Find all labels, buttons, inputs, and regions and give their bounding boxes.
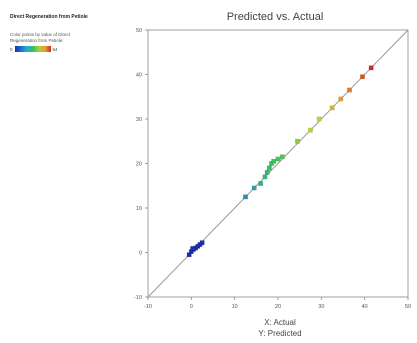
data-point (279, 154, 285, 160)
data-point (199, 240, 205, 246)
legend-caption: Color points by value of Direct Regenera… (10, 32, 71, 43)
data-point (347, 87, 352, 93)
data-point (264, 170, 270, 175)
data-point (360, 74, 365, 80)
legend-max-label: 64 (52, 46, 58, 52)
x-tick-label: 30 (318, 304, 324, 310)
data-point (243, 194, 248, 200)
data-point (266, 165, 272, 171)
x-tick-label: 0 (190, 304, 193, 310)
data-point (308, 127, 313, 133)
data-point (316, 116, 322, 122)
data-point (275, 156, 281, 162)
y-tick-label: 50 (136, 28, 142, 34)
x-tick-label: 10 (232, 304, 238, 310)
legend-bar-row: 0 64 (10, 46, 130, 52)
data-point (251, 185, 257, 191)
data-point (271, 158, 277, 164)
x-tick-label: 20 (275, 304, 281, 310)
data-point (295, 138, 300, 144)
x-axis-label: X: Actual (264, 318, 296, 327)
data-point (190, 246, 195, 251)
data-point (368, 65, 374, 71)
y-tick-label: 30 (136, 117, 142, 123)
data-point (258, 181, 264, 186)
data-point (262, 174, 268, 180)
y-axis-label: Y: Predicted (258, 329, 302, 338)
data-point (338, 96, 344, 102)
x-tick-label: 50 (405, 304, 411, 310)
y-tick-label: 0 (139, 251, 142, 257)
legend-title: Direct Regeneration from Petiole (10, 14, 88, 20)
x-tick-label: 40 (362, 304, 368, 310)
legend-gradient-bar (14, 46, 51, 52)
y-tick-label: -10 (134, 295, 142, 301)
y-tick-label: 40 (136, 73, 142, 79)
data-point (329, 105, 335, 111)
y-tick-label: 10 (136, 206, 142, 212)
legend-min-label: 0 (10, 46, 13, 52)
x-tick-label: -10 (144, 304, 152, 310)
legend: Direct Regeneration from Petiole Color p… (10, 14, 130, 52)
chart-title: Predicted vs. Actual (226, 11, 324, 23)
y-tick-label: 20 (136, 162, 142, 168)
